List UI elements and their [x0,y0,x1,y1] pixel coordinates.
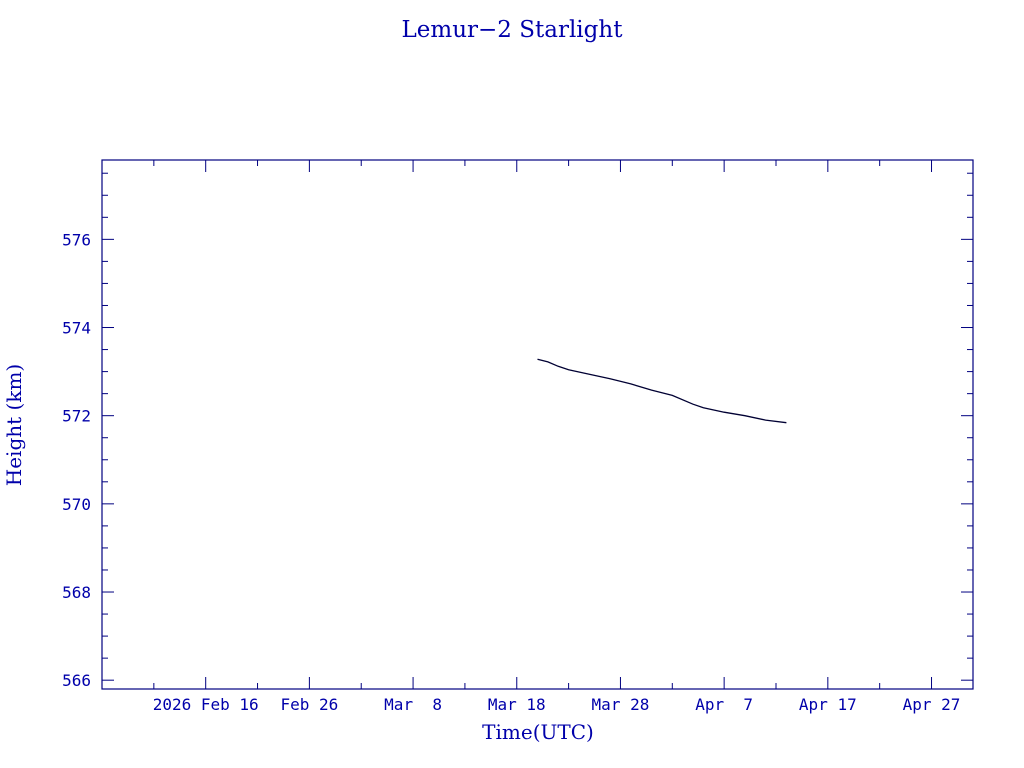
y-axis-label: Height (km) [2,364,26,486]
height-series-line [537,358,787,424]
series-layer [537,358,787,424]
y-tick-label: 572 [62,407,91,426]
chart-title: Lemur−2 Starlight [402,17,624,43]
x-tick-label: Apr 7 [695,695,753,714]
y-tick-label: 570 [62,495,91,514]
ticks-layer [102,160,973,689]
x-tick-label: Apr 27 [903,695,961,714]
y-tick-label: 574 [62,319,91,338]
y-tick-label: 566 [62,671,91,690]
x-tick-label: Apr 17 [799,695,857,714]
x-tick-label: Mar 28 [592,695,650,714]
tick-labels-layer: 2026 Feb 16 Feb 26 Mar 8 Mar 18 Mar 28 Apr 7 A… [62,230,960,714]
x-tick-label: 2026 Feb 16 [153,695,259,714]
x-tick-label: Mar 8 [384,695,442,714]
y-tick-label: 568 [62,583,91,602]
x-axis-label: Time(UTC) [482,720,594,744]
plot-frame [101,159,974,690]
x-tick-label: Mar 18 [488,695,546,714]
x-tick-label: Feb 26 [280,695,338,714]
y-tick-label: 576 [62,230,91,249]
